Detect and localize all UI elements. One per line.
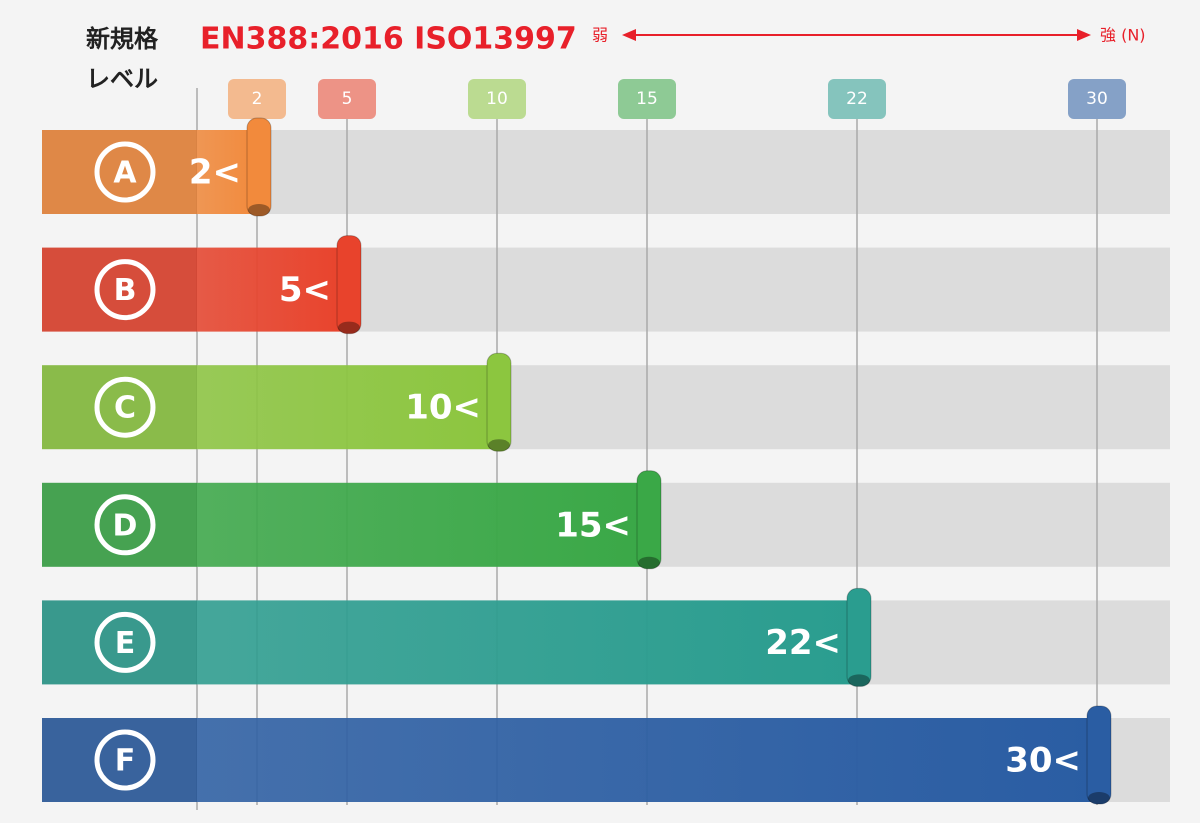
scroll-curl [636,470,662,570]
arrow-head [1077,29,1091,41]
weak-label: 弱 [592,26,608,45]
value-label: 5< [279,270,331,310]
bar [197,482,647,567]
scroll-end [638,556,660,569]
tick-box [468,79,526,119]
header-line1: 新規格 [86,25,159,53]
level-badge [94,611,156,673]
level-badge [94,729,156,791]
scroll-curl [1086,705,1112,805]
x-tick-label: 22 [846,89,868,109]
header-line2: レベル [86,65,158,93]
y-tick-label: F [115,744,136,779]
strong-label: 強 (N) [1100,26,1146,45]
level-badge [94,259,156,321]
x-tick-label: 5 [342,89,353,109]
y-tick-label: C [114,391,136,426]
scroll-end [488,439,510,452]
tick-box [618,79,676,119]
level-badge [94,376,156,438]
x-tick-label: 2 [252,89,263,109]
tick-box [1068,79,1126,119]
value-label: 15< [555,505,631,545]
x-tick-label: 10 [486,89,508,109]
arrow-head [622,29,636,41]
y-tick-label: B [114,273,137,308]
bar [197,247,347,332]
y-tick-label: A [113,156,137,191]
scroll-curl [336,235,362,335]
tick-box [828,79,886,119]
y-tick-label: E [115,626,136,661]
scroll-curl [846,587,872,687]
tick-box [318,79,376,119]
level-badge [94,494,156,556]
value-label: 2< [189,153,241,193]
bar [197,718,1097,802]
bar [197,365,497,450]
scroll-end [338,321,360,334]
chart-title: EN388:2016 ISO13997 [200,22,577,57]
row-strip [197,130,1170,214]
value-label: 10< [405,388,481,428]
bar [197,600,857,685]
value-label: 22< [765,623,841,663]
scroll-end [1088,792,1110,804]
scroll-curl [486,352,512,452]
tick-box [228,79,286,119]
scroll-end [848,674,870,687]
level-badge [94,141,156,203]
scroll-curl [246,117,272,217]
value-label: 30< [1005,741,1081,781]
x-tick-label: 15 [636,89,658,109]
x-tick-label: 30 [1086,89,1108,109]
scroll-end [248,204,270,216]
y-tick-label: D [113,508,138,543]
